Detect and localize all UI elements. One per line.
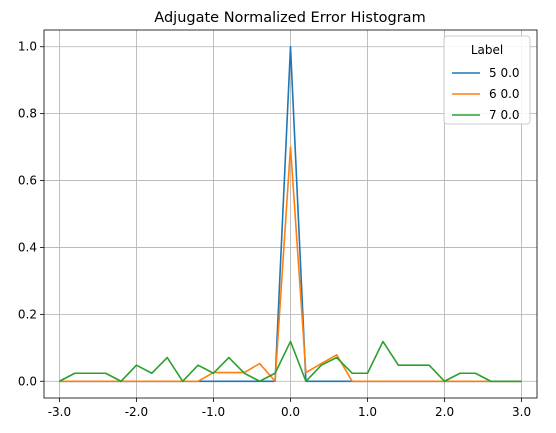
chart-title: Adjugate Normalized Error Histogram xyxy=(154,10,425,26)
x-tick-label: 2.0 xyxy=(435,405,454,419)
y-tick-label: 1.0 xyxy=(18,40,37,54)
legend-label: 5 0.0 xyxy=(489,66,520,80)
legend-label: 7 0.0 xyxy=(489,108,520,122)
y-tick-label: 0.8 xyxy=(18,107,37,121)
y-tick-label: 0.0 xyxy=(18,374,37,388)
y-tick-label: 0.2 xyxy=(18,307,37,321)
legend-label: 6 0.0 xyxy=(489,87,520,101)
x-tick-label: 3.0 xyxy=(512,405,531,419)
x-tick-label: -3.0 xyxy=(48,405,71,419)
x-tick-label: 1.0 xyxy=(358,405,377,419)
legend: Label 5 0.0 6 0.0 7 0.0 xyxy=(443,35,531,125)
y-tick-label: 0.4 xyxy=(18,240,37,254)
x-tick-label: 0.0 xyxy=(281,405,300,419)
axis-ticks: -3.0 -2.0 -1.0 0.0 1.0 2.0 3.0 0.0 0.2 0.4 0.6 0.8 1… xyxy=(18,40,531,419)
series-line-7-0-0 xyxy=(59,340,522,383)
x-tick-label: -2.0 xyxy=(125,405,148,419)
y-tick-label: 0.6 xyxy=(18,174,37,188)
x-tick-label: -1.0 xyxy=(202,405,225,419)
series-group xyxy=(59,45,522,383)
legend-title: Label xyxy=(471,43,503,57)
legend-box xyxy=(443,35,531,125)
